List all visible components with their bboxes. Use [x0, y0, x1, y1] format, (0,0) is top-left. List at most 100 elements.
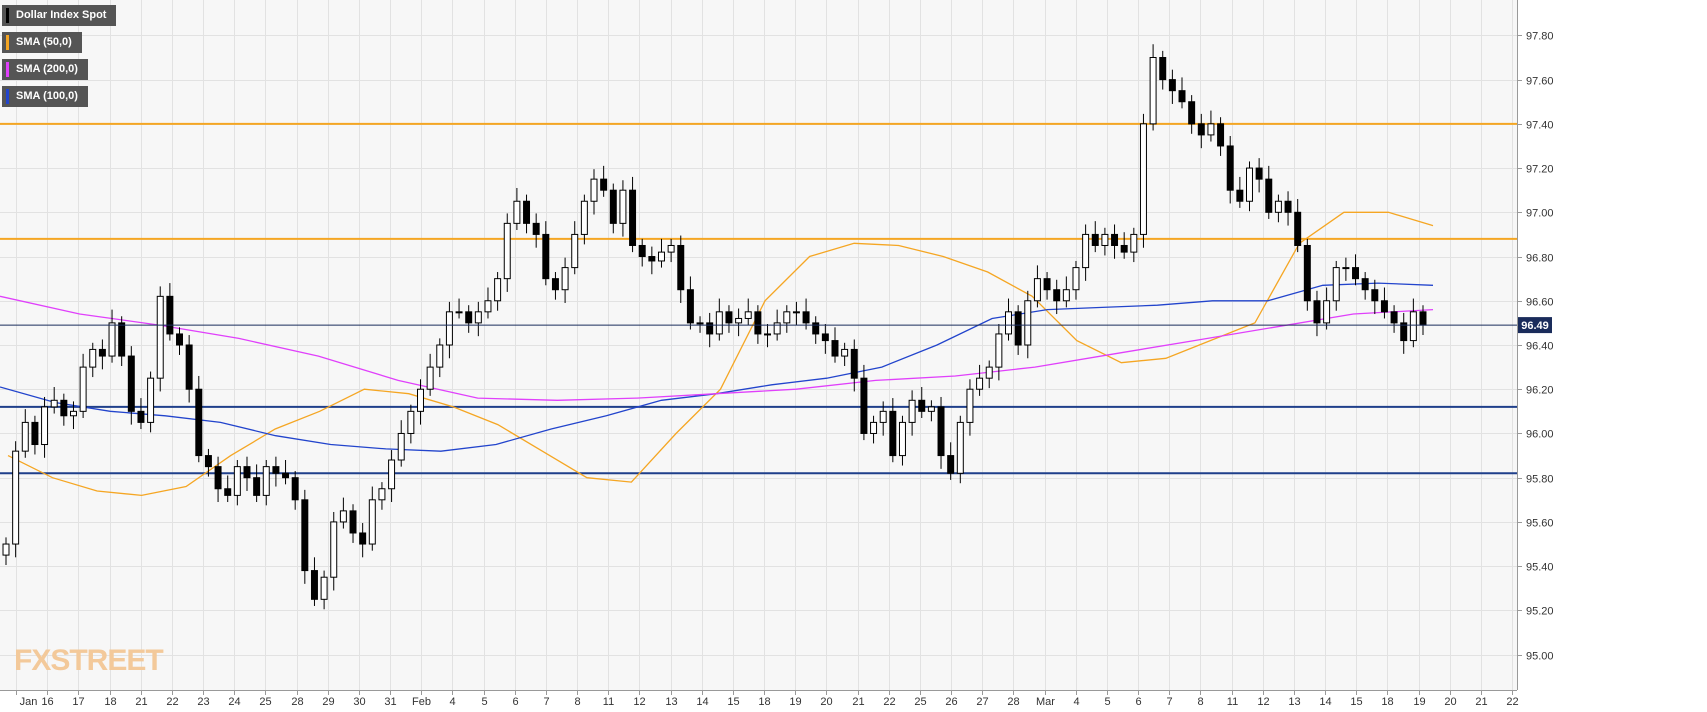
candle-body: [1332, 267, 1340, 302]
x-tick-label: 24: [228, 696, 240, 708]
candle-body: [79, 366, 87, 412]
candle: [1159, 50, 1167, 90]
candle-body: [513, 200, 521, 224]
candle-body: [1294, 211, 1302, 246]
candle: [1168, 69, 1176, 104]
candle-body: [12, 450, 20, 545]
candle-body: [60, 399, 68, 417]
last-price-badge: [1518, 317, 1552, 334]
candle: [1014, 305, 1022, 355]
x-tick-label: 13: [665, 696, 677, 708]
candle-body: [1024, 300, 1032, 346]
x-tick-label: 8: [574, 696, 580, 708]
candle: [551, 272, 559, 300]
candle: [1303, 238, 1311, 311]
candle: [1111, 224, 1119, 259]
candle: [426, 353, 434, 396]
candle: [243, 456, 251, 491]
candle: [523, 194, 531, 234]
x-tick-label: 12: [1257, 696, 1269, 708]
x-tick-label: Feb: [412, 696, 431, 708]
x-tick-label: 14: [1319, 696, 1331, 708]
candle: [156, 286, 164, 392]
candle-body: [1255, 167, 1263, 180]
candle: [1149, 44, 1157, 131]
candle: [1217, 117, 1225, 156]
candle: [1053, 279, 1061, 315]
y-tick-label: 95.00: [1526, 651, 1554, 663]
candle: [754, 305, 762, 344]
candle-body: [879, 410, 887, 423]
candle: [1188, 95, 1196, 134]
candle-body: [590, 178, 598, 202]
candle: [918, 387, 926, 418]
candle-body: [1323, 300, 1331, 324]
candle-body: [696, 322, 704, 325]
candle-body: [773, 322, 781, 335]
candle: [792, 301, 800, 326]
candle-body: [339, 510, 347, 523]
candle-body: [1005, 311, 1012, 335]
candle: [696, 316, 704, 333]
candle: [127, 346, 135, 425]
candle-body: [1149, 57, 1157, 125]
candle-body: [792, 311, 800, 314]
candle: [1284, 191, 1292, 226]
x-tick-label: 22: [166, 696, 178, 708]
candle: [735, 308, 743, 337]
candle-body: [1082, 233, 1090, 269]
y-tick-label: 95.80: [1526, 474, 1554, 486]
candle-body: [98, 348, 106, 357]
candle-body: [272, 466, 280, 474]
candle: [947, 442, 955, 480]
x-tick-label: 18: [1381, 696, 1393, 708]
candle: [1005, 298, 1012, 341]
legend-item-sma-100[interactable]: SMA (100,0): [2, 86, 88, 107]
candle-body: [330, 521, 338, 578]
candle: [667, 238, 675, 263]
candle: [870, 415, 878, 444]
y-tick-label: 97.40: [1526, 120, 1554, 132]
candle: [69, 401, 77, 430]
candle: [657, 238, 665, 268]
candle: [378, 482, 386, 510]
candle-body: [253, 477, 261, 496]
legend-item-sma-50[interactable]: SMA (50,0): [2, 32, 82, 53]
x-tick-label: 7: [543, 696, 549, 708]
candle-body: [966, 388, 974, 423]
candle-body: [754, 311, 762, 335]
candle-body: [368, 499, 376, 545]
candle-body: [147, 377, 155, 423]
candle: [417, 379, 424, 425]
y-tick-label: 95.20: [1526, 606, 1554, 618]
candle-body: [532, 222, 540, 235]
candle-body: [1303, 244, 1311, 302]
candle: [889, 398, 897, 463]
legend-swatch: [6, 35, 9, 50]
candle: [706, 312, 714, 348]
candle-body: [1111, 233, 1119, 246]
legend-item-sma-200[interactable]: SMA (200,0): [2, 59, 88, 80]
legend-swatch: [6, 62, 9, 77]
candle: [985, 360, 993, 389]
x-tick-label: 5: [481, 696, 487, 708]
candle: [995, 323, 1003, 381]
candle: [764, 323, 772, 348]
x-tick-label: 11: [1227, 696, 1238, 708]
legend-label: Dollar Index Spot: [16, 9, 107, 21]
candle: [214, 456, 222, 503]
candle-body: [1062, 289, 1070, 302]
candle: [503, 213, 511, 292]
candle: [783, 305, 791, 333]
candle: [725, 305, 733, 333]
x-tick-label: 19: [789, 696, 801, 708]
y-tick-label: 95.40: [1526, 562, 1554, 574]
candle-body: [1053, 289, 1061, 302]
candle: [744, 298, 752, 326]
legend-item-price[interactable]: Dollar Index Spot: [2, 5, 117, 26]
candle-body: [69, 410, 77, 417]
x-tick-label: 13: [1288, 696, 1300, 708]
candle: [388, 450, 396, 503]
candle-body: [1371, 289, 1379, 302]
